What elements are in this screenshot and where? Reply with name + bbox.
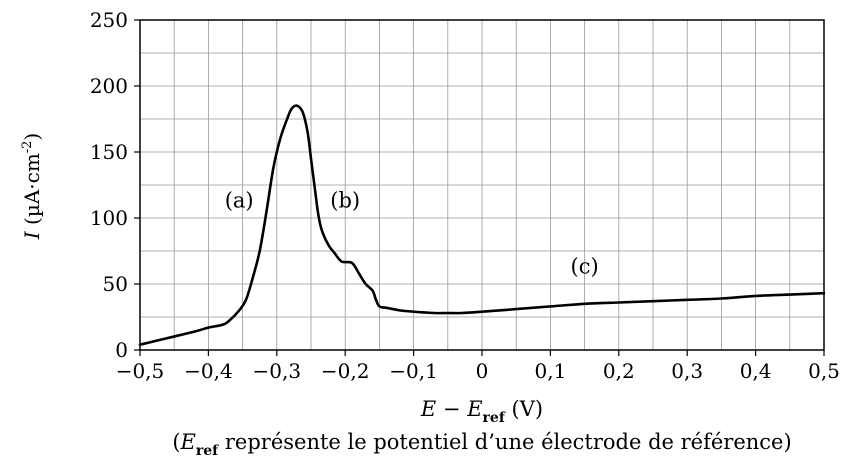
y-tick-label: 0: [115, 338, 128, 362]
y-axis-label-symbol: I: [20, 230, 44, 240]
y-tick-label: 250: [90, 8, 128, 32]
y-axis-label: I (µA·cm-2): [20, 133, 44, 241]
x-tick-label: −0,4: [184, 359, 233, 383]
annotation-label: (a): [225, 188, 254, 212]
y-tick-label: 100: [90, 206, 128, 230]
x-tick-label: −0,3: [253, 359, 302, 383]
reference-note: (Eref représente le potentiel d’une élec…: [172, 430, 791, 456]
x-axis-label: E − Eref (V): [420, 397, 543, 426]
reference-note-symbol: E: [180, 430, 196, 454]
x-tick-label: 0,5: [808, 359, 840, 383]
x-tick-label: 0,2: [603, 359, 635, 383]
x-axis-label-unit: (V): [505, 397, 543, 421]
x-tick-label: 0,1: [534, 359, 566, 383]
x-axis-label-main: E − E: [420, 397, 483, 421]
y-axis-label-close: ): [20, 133, 44, 141]
x-axis-ticks: −0,5 −0,4 −0,3 −0,2 −0,1 0 0,1 0,2 0,3 0,4 0,5: [116, 350, 840, 383]
y-tick-label: 150: [90, 140, 128, 164]
x-tick-label: 0,3: [671, 359, 703, 383]
annotations: (a) (b) (c): [225, 188, 599, 278]
x-axis-label-sub: ref: [483, 410, 506, 426]
y-axis-label-exponent: -2: [20, 141, 35, 154]
x-tick-label: 0: [476, 359, 489, 383]
annotation-label: (b): [330, 188, 360, 212]
x-tick-label: −0,2: [321, 359, 370, 383]
grid: [139, 19, 825, 351]
y-axis-ticks: 0 50 100 150 200 250: [90, 8, 140, 362]
x-tick-label: −0,5: [116, 359, 165, 383]
x-tick-label: −0,1: [389, 359, 438, 383]
reference-note-open: (: [172, 430, 180, 454]
y-tick-label: 200: [90, 74, 128, 98]
x-tick-label: 0,4: [740, 359, 772, 383]
y-axis-label-unit: (µA·cm: [20, 153, 44, 231]
y-tick-label: 50: [103, 272, 128, 296]
annotation-label: (c): [571, 254, 599, 278]
series-line: [138, 104, 826, 346]
reference-note-text: représente le potentiel d’une électrode …: [218, 430, 791, 454]
reference-note-sub: ref: [196, 443, 219, 456]
